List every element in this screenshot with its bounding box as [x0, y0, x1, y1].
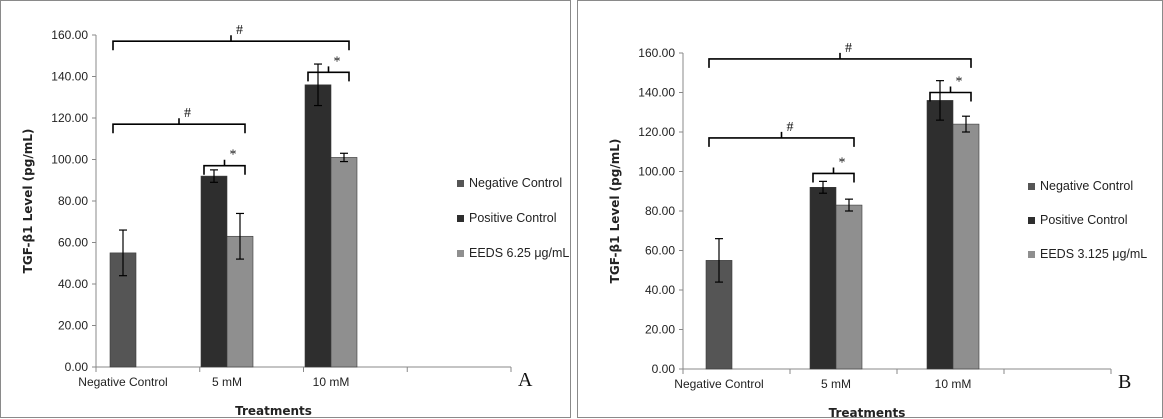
legend-label: EEDS 6.25 μg/mL — [469, 246, 569, 260]
significance-marker: # — [845, 41, 852, 56]
y-tick-label: 40.00 — [58, 277, 88, 291]
x-tick-label: Negative Control — [674, 377, 763, 391]
x-tick-label: 10 mM — [935, 377, 972, 391]
bar — [109, 252, 137, 368]
y-axis-title: TGF-β1 Level (pg/mL) — [608, 139, 622, 284]
x-axis-title: Treatments — [829, 406, 906, 419]
significance-marker: # — [236, 23, 243, 38]
x-tick-label: Negative Control — [78, 375, 167, 389]
x-tick-label: 5 mM — [212, 375, 242, 389]
bar — [835, 204, 863, 370]
y-tick-label: 120.00 — [638, 125, 675, 139]
x-tick-label: 10 mM — [313, 375, 350, 389]
bar-chart-a: 0.00 20.00 40.00 60.00 80.00 100.00 120.00 140.… — [21, 23, 569, 418]
significance-marker: * — [956, 75, 963, 90]
legend-swatch — [1028, 251, 1035, 258]
chart-panel-b: 0.00 20.00 40.00 60.00 80.00 100.00 120.00 140.… — [577, 0, 1163, 419]
bar — [200, 175, 228, 368]
y-tick-label: 160.00 — [51, 28, 88, 42]
legend-swatch — [457, 180, 464, 187]
bar — [926, 100, 954, 370]
legend-label: Positive Control — [1040, 213, 1128, 227]
significance-bracket — [112, 118, 246, 134]
y-tick-label: 0.00 — [65, 360, 89, 374]
bar — [809, 187, 837, 370]
bar — [952, 123, 980, 370]
y-tick-label: 60.00 — [645, 244, 675, 258]
x-tick-label: 5 mM — [821, 377, 851, 391]
legend-swatch — [1028, 183, 1035, 190]
y-tick-label: 120.00 — [51, 111, 88, 125]
significance-marker: # — [184, 106, 191, 121]
significance-marker: * — [334, 54, 341, 69]
significance-bracket — [708, 52, 972, 68]
significance-marker: * — [230, 148, 237, 163]
bar — [304, 84, 332, 368]
significance-bracket — [812, 167, 855, 183]
y-tick-label: 80.00 — [645, 204, 675, 218]
y-tick-label: 40.00 — [645, 283, 675, 297]
panel-label: A — [518, 369, 533, 391]
legend-swatch — [457, 215, 464, 222]
significance-bracket — [307, 66, 350, 82]
legend-label: Positive Control — [469, 211, 557, 225]
y-tick-label: 60.00 — [58, 236, 88, 250]
y-tick-label: 160.00 — [638, 46, 675, 60]
significance-bracket — [929, 86, 972, 102]
y-tick-label: 140.00 — [638, 86, 675, 100]
y-tick-label: 80.00 — [58, 194, 88, 208]
bar — [330, 157, 358, 368]
panel-label: B — [1118, 371, 1131, 393]
legend-label: EEDS 3.125 μg/mL — [1040, 247, 1147, 261]
significance-bracket — [203, 159, 246, 175]
y-tick-label: 100.00 — [638, 165, 675, 179]
y-tick-label: 20.00 — [58, 319, 88, 333]
y-tick-label: 140.00 — [51, 70, 88, 84]
chart-panel-a: 0.00 20.00 40.00 60.00 80.00 100.00 120.00 140.… — [0, 0, 571, 418]
significance-bracket — [112, 35, 350, 51]
significance-marker: * — [839, 155, 846, 170]
significance-bracket — [708, 131, 855, 147]
significance-marker: # — [787, 120, 794, 135]
x-axis-title: Treatments — [235, 404, 312, 418]
legend-swatch — [1028, 217, 1035, 224]
y-tick-label: 20.00 — [645, 323, 675, 337]
y-tick-label: 0.00 — [652, 362, 676, 376]
y-axis-title: TGF-β1 Level (pg/mL) — [21, 129, 35, 274]
bar-chart-b: 0.00 20.00 40.00 60.00 80.00 100.00 120.00 140.… — [608, 41, 1147, 419]
legend-label: Negative Control — [469, 176, 562, 190]
legend-label: Negative Control — [1040, 179, 1133, 193]
y-tick-label: 100.00 — [51, 153, 88, 167]
legend-swatch — [457, 250, 464, 257]
